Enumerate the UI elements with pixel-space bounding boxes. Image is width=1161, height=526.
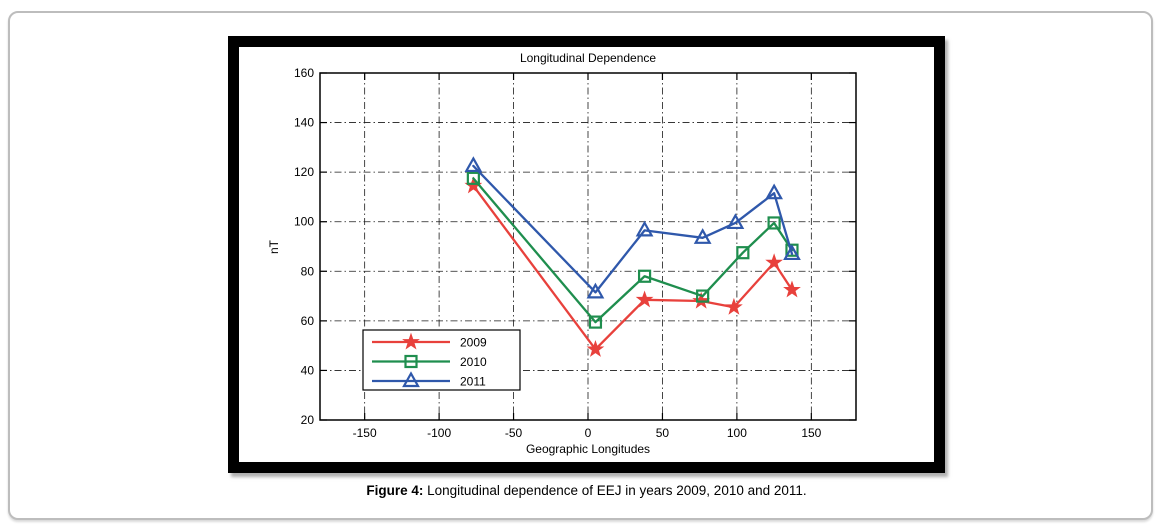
x-tick-label: 150 (801, 426, 821, 440)
series-2009 (464, 176, 801, 357)
marker-square (696, 289, 710, 303)
x-tick-label: -50 (505, 426, 523, 440)
y-tick-label: 60 (301, 314, 315, 328)
series-2011 (464, 156, 801, 299)
marker-triangle (726, 213, 745, 230)
x-axis-label: Geographic Longitudes (526, 442, 650, 456)
legend-label: 2009 (460, 336, 487, 350)
legend-label: 2010 (460, 355, 487, 369)
series-line-2011 (472, 164, 794, 294)
marker-square (767, 216, 781, 230)
marker-triangle (635, 220, 654, 237)
legend-entry (372, 354, 450, 369)
y-tick-label: 160 (294, 66, 314, 80)
marker-triangle (464, 156, 483, 173)
figure-frame: -150 -100 -50 0 50 100 150 20 40 60 80 100 120 140 160… (228, 36, 945, 473)
marker-star (586, 340, 605, 357)
marker-star (635, 290, 654, 308)
x-tick-label: 50 (656, 426, 670, 440)
marker-square (404, 354, 418, 369)
marker-square (637, 269, 652, 283)
marker-star (402, 332, 420, 350)
x-tick-label: -100 (427, 426, 451, 440)
legend (362, 329, 521, 391)
marker-square (466, 171, 480, 185)
series-2010 (466, 171, 799, 329)
x-tick-label: -150 (353, 426, 377, 440)
y-tick-label: 20 (301, 413, 315, 427)
marker-star (765, 253, 783, 271)
marker-triangle (586, 282, 605, 299)
caption-text: Longitudinal dependence of EEJ in years … (423, 483, 807, 498)
y-tick-label: 140 (294, 116, 314, 130)
y-tick-label: 100 (294, 215, 314, 229)
marker-square (588, 315, 603, 329)
marker-star (725, 297, 743, 315)
marker-star (692, 291, 711, 309)
marker-triangle (783, 244, 801, 261)
line-chart: -150 -100 -50 0 50 100 150 20 40 60 80 100 120 140 160… (267, 51, 857, 456)
legend-entry (372, 332, 450, 350)
caption-label: Figure 4: (366, 483, 424, 498)
legend-label: 2011 (460, 375, 486, 389)
marker-square (736, 246, 750, 260)
y-axis-label: nT (267, 239, 281, 254)
figure-caption: Figure 4: Longitudinal dependence of EEJ… (228, 482, 945, 500)
marker-star (783, 280, 801, 298)
chart-title: Longitudinal Dependence (520, 51, 656, 65)
y-tick-label: 40 (301, 363, 315, 377)
series-line-2009 (472, 184, 794, 351)
y-tick-label: 80 (301, 264, 315, 278)
legend-entry (372, 371, 450, 388)
marker-triangle (402, 371, 420, 388)
marker-triangle (765, 183, 783, 200)
series-line-2010 (472, 177, 794, 324)
x-tick-label: 0 (585, 426, 592, 440)
x-tick-label: 100 (727, 426, 747, 440)
y-tick-label: 120 (294, 165, 314, 179)
marker-triangle (693, 228, 712, 244)
